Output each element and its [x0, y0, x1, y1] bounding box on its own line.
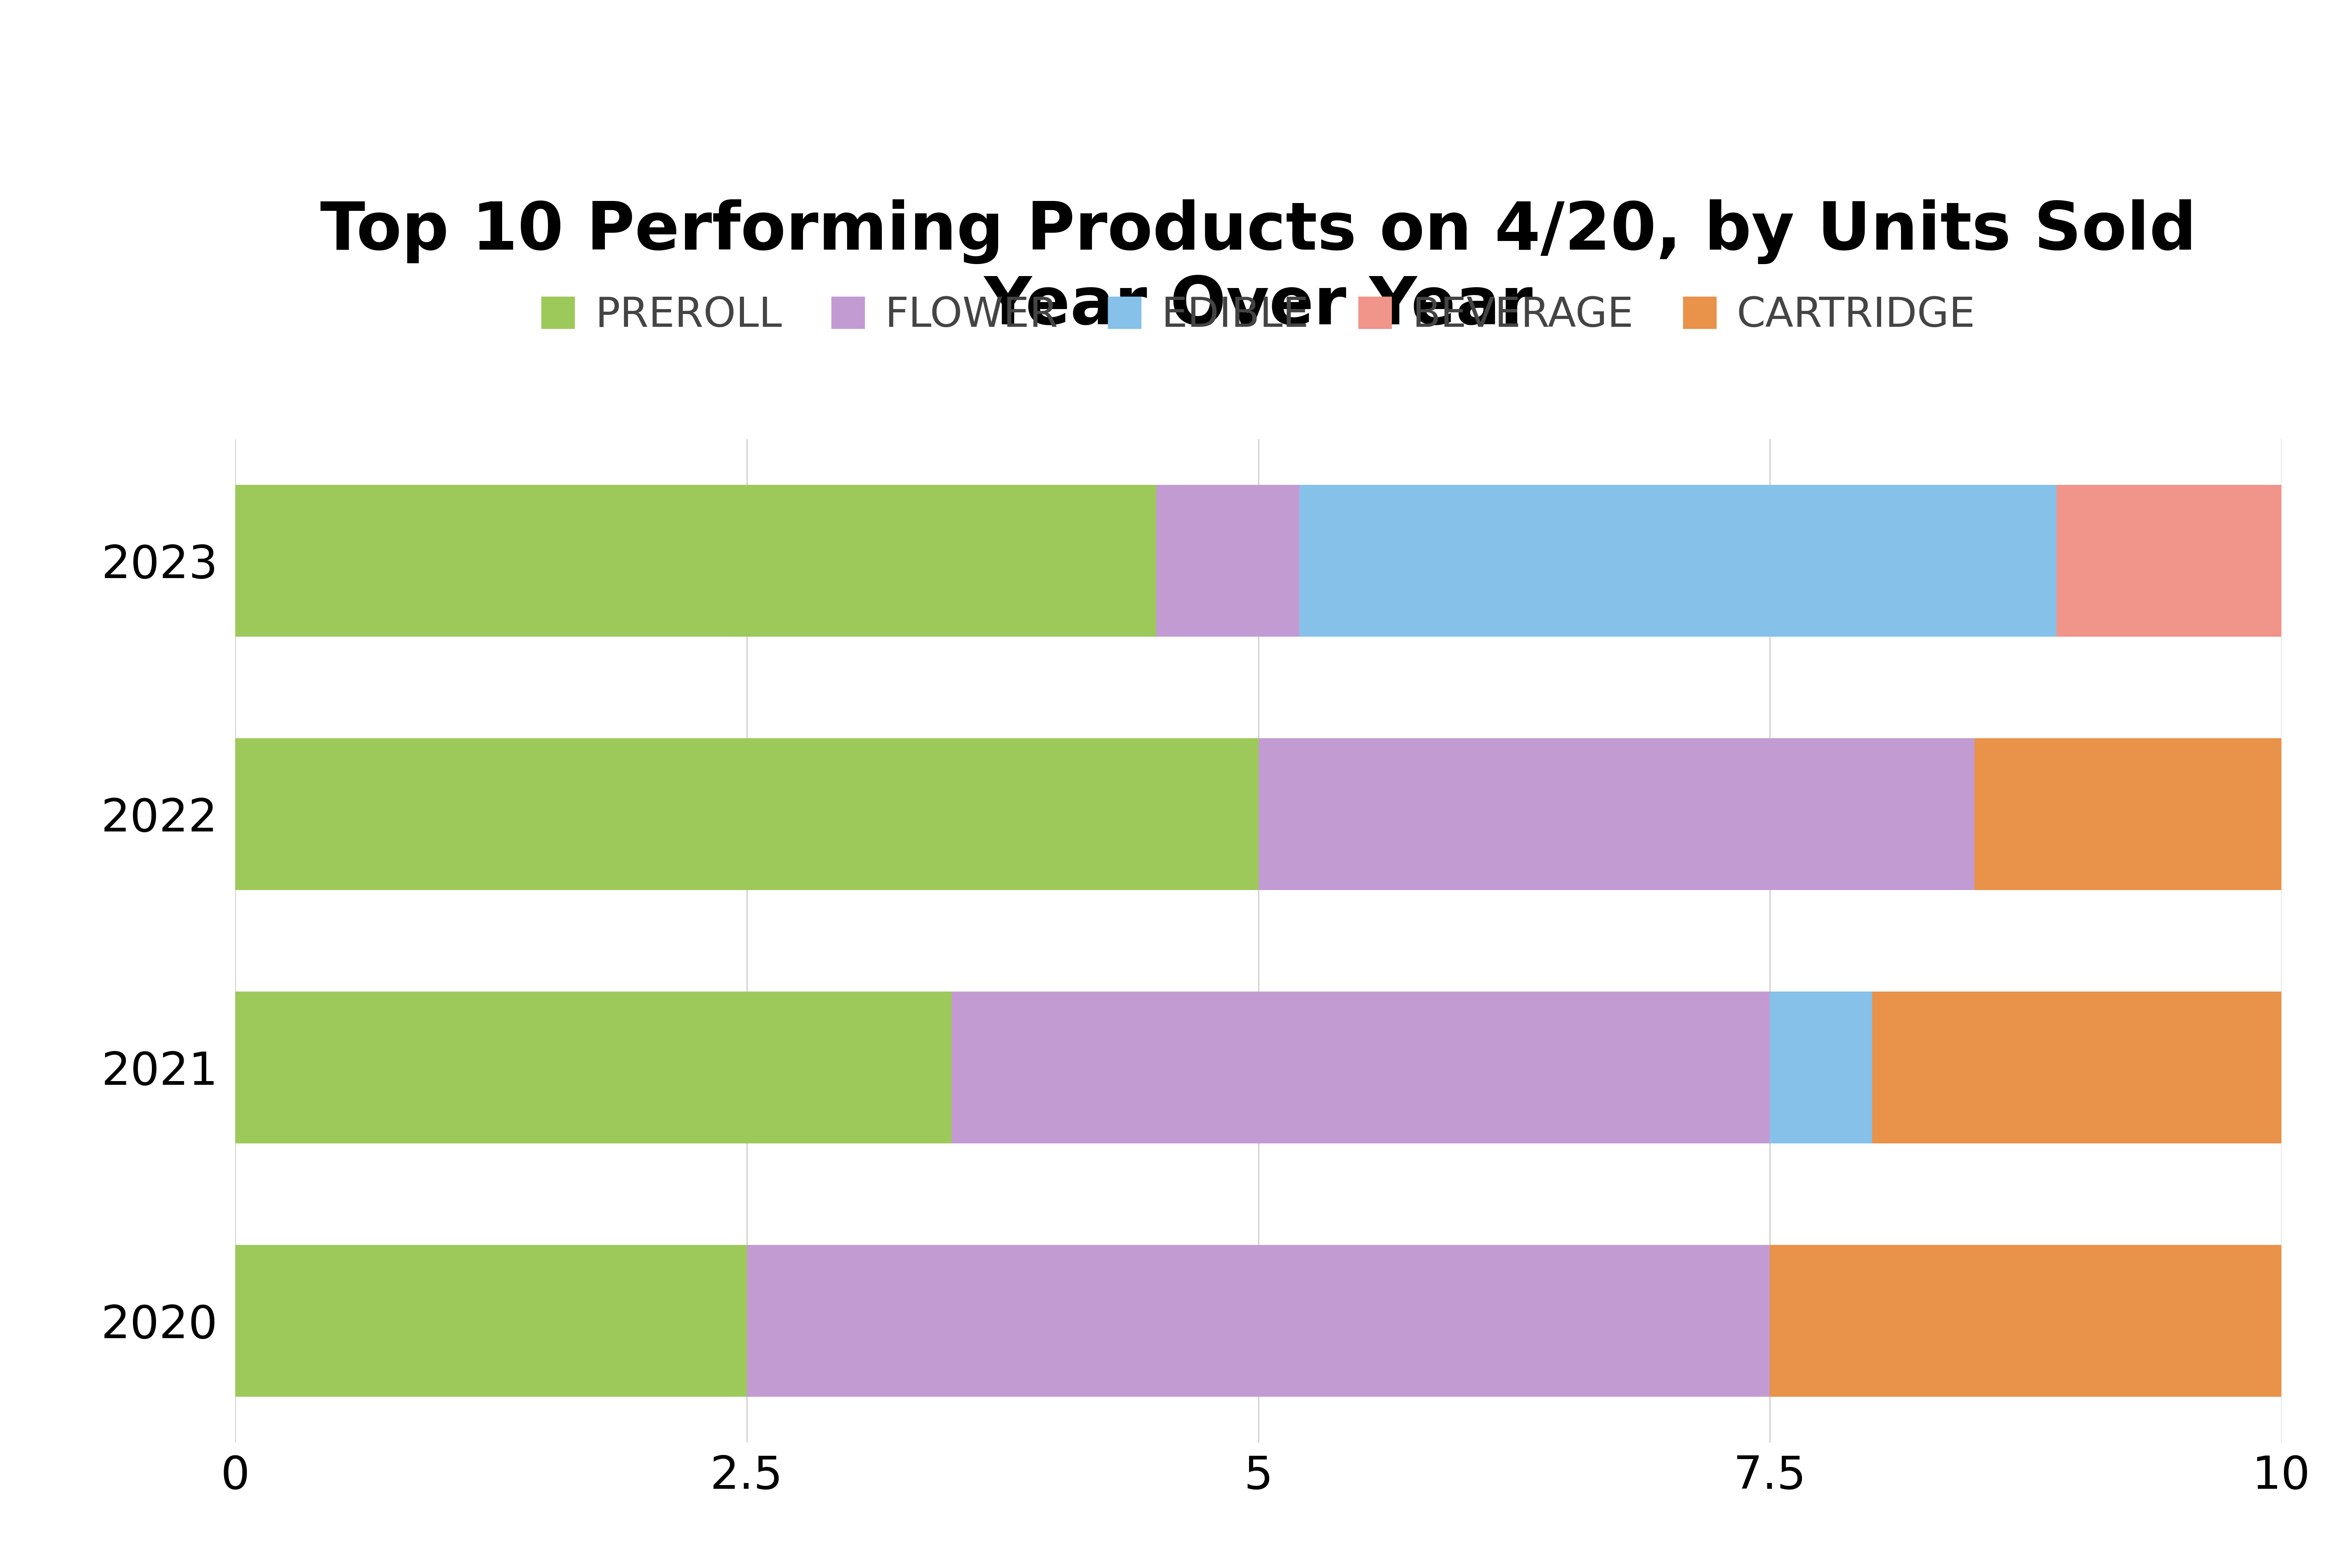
Bar — [1298, 485, 2056, 637]
Bar — [1258, 739, 1973, 891]
Bar — [950, 991, 1769, 1143]
Bar — [235, 485, 1157, 637]
Bar — [235, 1245, 746, 1397]
Title: Top 10 Performing Products on 4/20, by Units Sold
Year Over Year: Top 10 Performing Products on 4/20, by U… — [320, 199, 2197, 339]
Bar — [235, 991, 950, 1143]
Bar — [1769, 1245, 2281, 1397]
Legend: PREROLL, FLOWER, EDIBLE, BEVERAGE, CARTRIDGE: PREROLL, FLOWER, EDIBLE, BEVERAGE, CARTR… — [524, 279, 1992, 353]
Bar — [1976, 739, 2281, 891]
Bar — [746, 1245, 1769, 1397]
Bar — [1872, 991, 2281, 1143]
Bar — [1769, 991, 1872, 1143]
Bar — [1157, 485, 1298, 637]
Bar — [235, 739, 1258, 891]
Bar — [2056, 485, 2281, 637]
